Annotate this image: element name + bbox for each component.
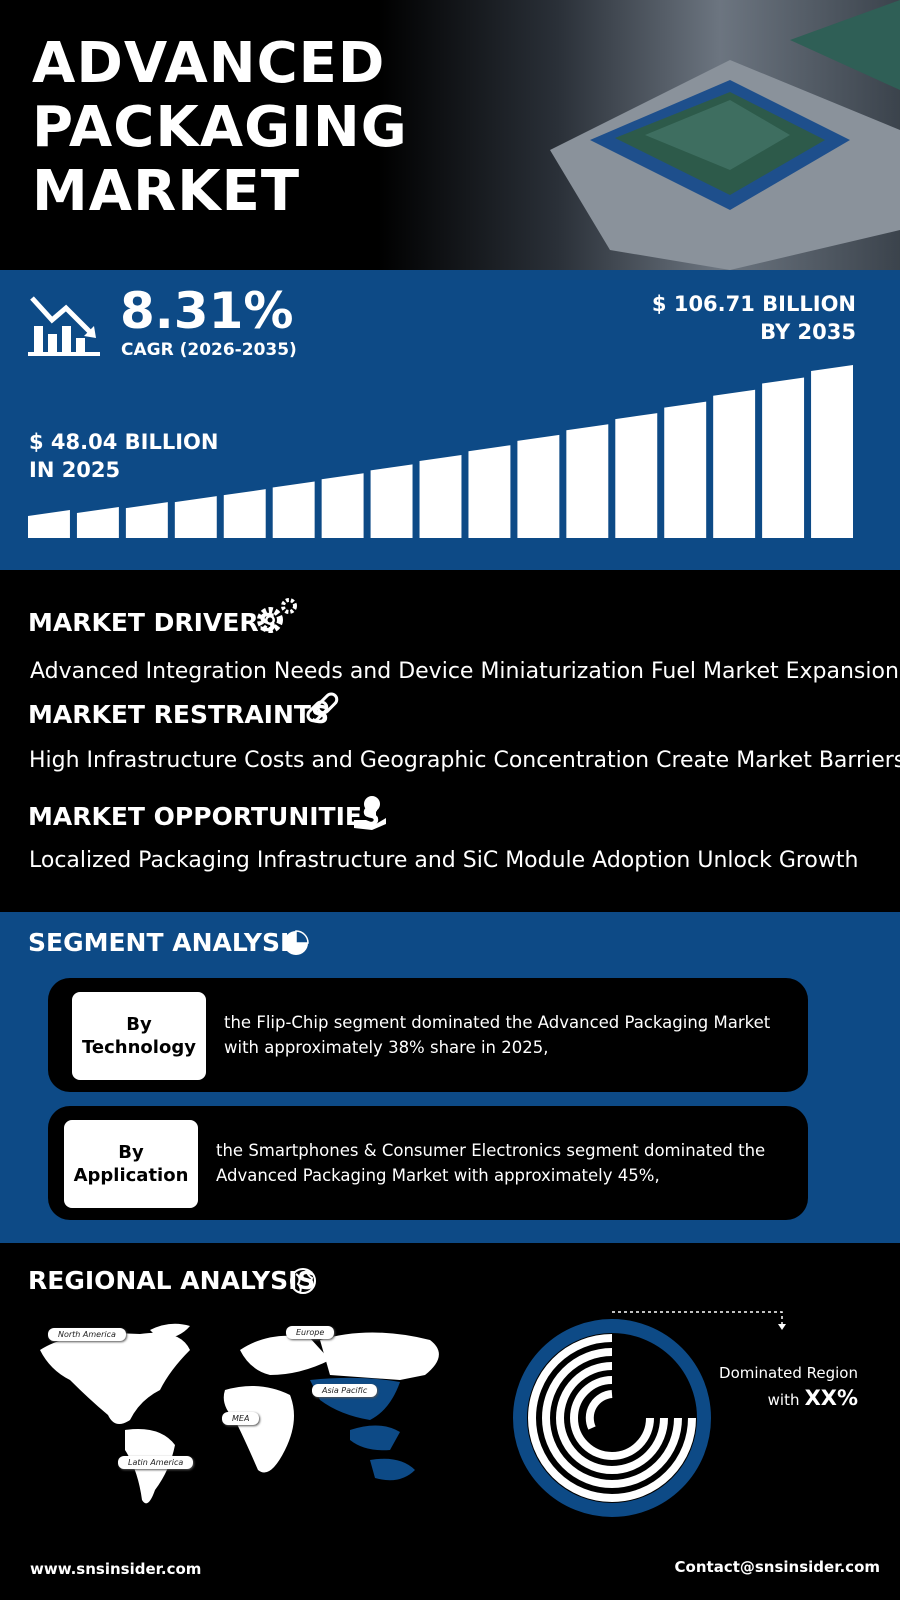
decor-bar <box>615 413 658 538</box>
tag-by: By <box>118 1142 144 1163</box>
segment-tag: By Technology <box>72 992 206 1080</box>
with-label: with <box>767 1391 800 1409</box>
region-label: North America <box>48 1328 126 1341</box>
section-heading: MARKET DRIVERS <box>28 608 277 637</box>
link-icon <box>306 692 339 723</box>
growth-band: 8.31% CAGR (2026-2035) $ 106.71 BILLION … <box>0 270 900 570</box>
decor-bar <box>664 401 707 538</box>
chart-icon <box>28 296 100 356</box>
world-map <box>40 1323 439 1504</box>
website: www.snsinsider.com <box>30 1560 202 1578</box>
start-value: $ 48.04 BILLION <box>29 430 219 454</box>
gears-icon <box>257 598 297 633</box>
idea-icon <box>354 796 386 830</box>
section-text: High Infrastructure Costs and Geographic… <box>29 748 900 773</box>
contact: Contact@snsinsider.com <box>674 1558 880 1576</box>
segment-band: SEGMENT ANALYSIS By Technology the Flip-… <box>0 912 900 1243</box>
chip-image <box>550 0 900 270</box>
decor-bar <box>419 455 462 538</box>
section-text: Localized Packaging Infrastructure and S… <box>29 848 859 873</box>
region-label: Europe <box>286 1326 335 1339</box>
decor-bar <box>517 434 560 538</box>
header: ADVANCED PACKAGING MARKET <box>0 0 900 270</box>
segment-text: the Flip-Chip segment dominated the Adva… <box>224 1013 771 1057</box>
decor-bar <box>28 510 70 538</box>
region-label: Asia Pacific <box>312 1384 378 1397</box>
dominated-share: with XX% <box>768 1386 858 1410</box>
decor-bar <box>566 424 609 538</box>
cagr-label: CAGR (2026-2035) <box>121 340 297 360</box>
decor-bar <box>468 445 511 538</box>
cagr-value: 8.31% <box>120 282 294 340</box>
tag-label: Application <box>73 1165 189 1186</box>
end-label: BY 2035 <box>760 320 856 344</box>
section-heading: SEGMENT ANALYSIS <box>28 928 308 957</box>
segment-text: the Smartphones & Consumer Electronics s… <box>216 1141 766 1185</box>
decor-bar <box>811 365 853 538</box>
decor-bar <box>272 481 315 538</box>
section-text: Advanced Integration Needs and Device Mi… <box>30 659 899 684</box>
decor-bar <box>125 502 168 538</box>
decor-bar <box>762 377 805 538</box>
title-line: PACKAGING <box>32 95 408 160</box>
end-value: $ 106.71 BILLION <box>651 292 856 316</box>
globe-icon <box>290 1268 316 1294</box>
decor-bar <box>223 489 266 538</box>
region-label: Latin America <box>118 1456 194 1469</box>
section-heading: REGIONAL ANALYSIS <box>28 1266 316 1295</box>
segment-card: By Technology the Flip-Chip segment domi… <box>48 978 808 1092</box>
decor-bar <box>174 496 217 538</box>
tag-by: By <box>126 1014 152 1035</box>
pie-icon <box>284 930 309 955</box>
title-line: ADVANCED <box>32 31 386 96</box>
tag-label: Technology <box>82 1037 196 1058</box>
decor-bar <box>76 507 119 538</box>
region-label: MEA <box>222 1412 260 1425</box>
start-label: IN 2025 <box>29 458 121 482</box>
growth-bars <box>28 365 853 538</box>
section-heading: MARKET OPPORTUNITIES <box>28 802 380 831</box>
decor-bar <box>713 389 756 538</box>
segment-card: By Application the Smartphones & Consume… <box>48 1106 808 1220</box>
decor-bar <box>370 464 413 538</box>
segment-tag: By Application <box>64 1120 198 1208</box>
share-value: XX% <box>804 1386 858 1410</box>
section-heading: MARKET RESTRAINTS <box>28 700 329 729</box>
dominated-label: Dominated Region <box>719 1364 858 1382</box>
ring-graphic <box>513 1311 786 1517</box>
title-line: MARKET <box>32 159 301 224</box>
decor-bar <box>321 473 364 538</box>
